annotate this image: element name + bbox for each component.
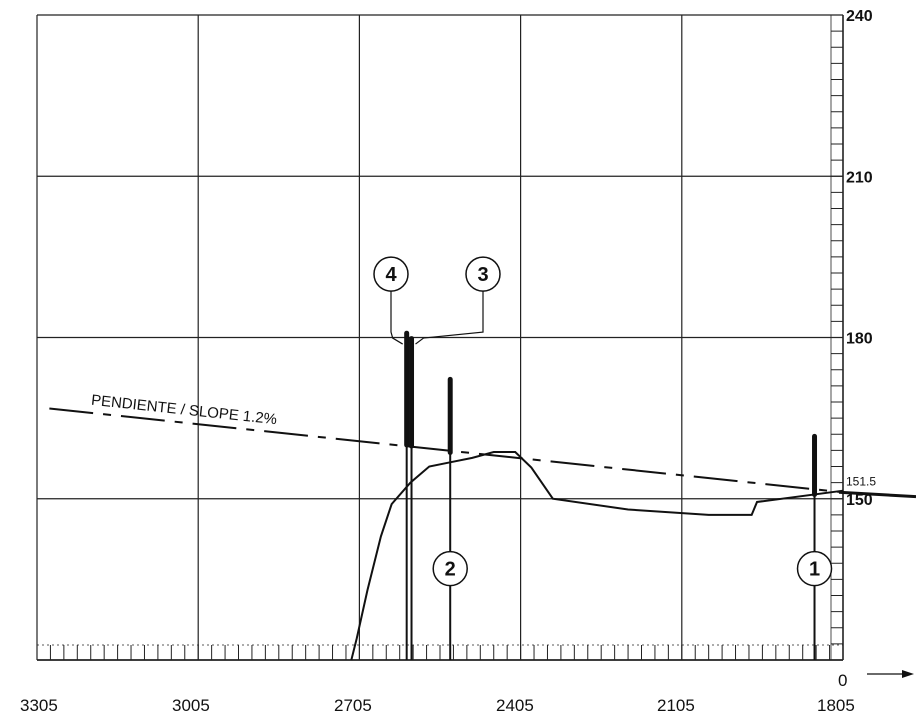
origin-label: 0 (838, 671, 847, 690)
marker-2-label: 2 (445, 559, 456, 581)
x-tick-label: 2405 (496, 696, 534, 715)
profile-layer (49, 407, 916, 661)
marker-2-circle (432, 550, 468, 587)
slope-line (49, 407, 844, 494)
x-tick-label: 2105 (657, 696, 695, 715)
y-tick-label: 150 (846, 492, 873, 509)
markers-layer (404, 330, 818, 660)
labels-layer: 3305 3005 2705 2405 2105 1805240210180150151.… (20, 8, 914, 715)
marker-3-leader (415, 291, 484, 345)
marker-4-leader (390, 291, 403, 345)
x-tick-label: 2705 (334, 696, 372, 715)
reference-level-line (838, 490, 916, 499)
y-tick-label: 210 (846, 169, 873, 186)
marker-1-circle (796, 550, 833, 587)
marker-3-label: 3 (477, 264, 488, 286)
x-tick-label: 3005 (172, 696, 210, 715)
x-tick-label: 3305 (20, 696, 58, 715)
marker-1-label: 1 (809, 559, 820, 581)
origin-arrow-head (902, 670, 914, 678)
x-tick-label: 1805 (817, 696, 855, 715)
bottom-ruler (36, 644, 844, 661)
y-tick-label: 180 (846, 331, 873, 348)
marker-4-label: 4 (385, 264, 397, 286)
y-tick-label: 240 (846, 8, 873, 25)
reference-level-label: 151.5 (846, 474, 876, 488)
right-scale (830, 14, 844, 661)
